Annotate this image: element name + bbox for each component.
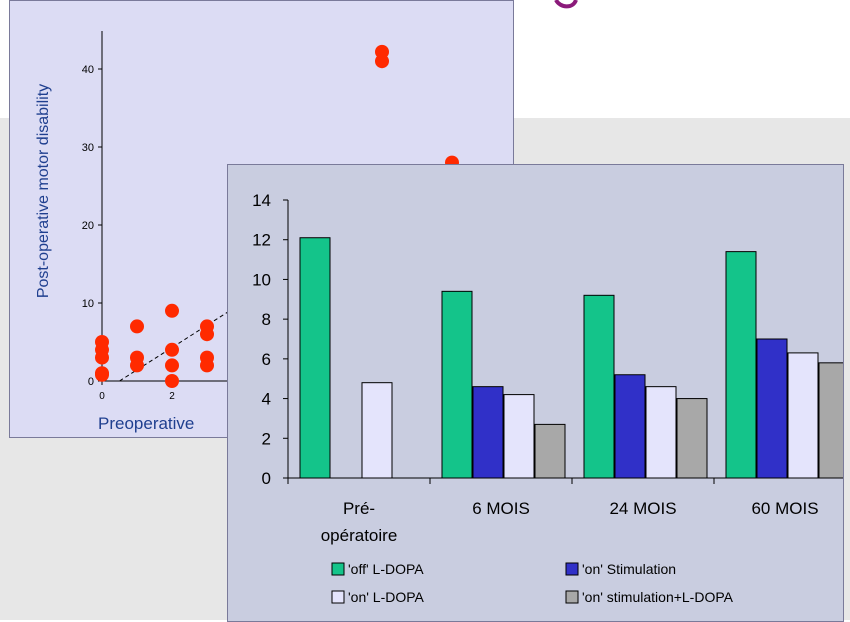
scatter-x-axis-label: Preoperative [98, 414, 194, 433]
bar-y-tick-label: 12 [252, 231, 271, 250]
bar-off-ldopa [441, 290, 473, 479]
bar-y-tick-label: 4 [262, 390, 271, 409]
bar-on-stimulation [756, 338, 788, 479]
bar-on-ldopa [361, 382, 393, 479]
bar-category-label: 60 MOIS [751, 499, 818, 518]
legend-swatch [565, 590, 579, 604]
bar-on-stim-ldopa [534, 423, 566, 479]
bar-y-tick-label: 10 [252, 270, 271, 289]
scatter-point [200, 327, 214, 342]
scatter-y-tick-label: 0 [88, 376, 94, 388]
legend-swatch [565, 562, 579, 576]
scatter-point [375, 54, 389, 69]
bar-on-ldopa [645, 386, 677, 479]
scatter-point [165, 358, 179, 373]
bar-y-tick-label: 6 [262, 350, 271, 369]
scatter-y-axis-label: Post-operative motor disability [35, 84, 52, 298]
bar-off-ldopa [583, 294, 615, 479]
scatter-y-tick-label: 20 [82, 220, 94, 232]
bar-on-stim-ldopa [818, 362, 843, 479]
bar-category-label: opératoire [321, 526, 398, 545]
scatter-point [130, 358, 144, 373]
scatter-point [95, 367, 109, 382]
bar-category-label: Pré- [343, 499, 375, 518]
legend-label: 'on' L-DOPA [348, 589, 425, 605]
scatter-y-tick-label: 10 [82, 298, 94, 310]
bar-on-stimulation [614, 374, 646, 479]
bar-on-ldopa [787, 352, 819, 479]
bar-category-label: 6 MOIS [472, 499, 530, 518]
legend-label: 'on' stimulation+L-DOPA [582, 589, 734, 605]
scatter-point [165, 374, 179, 388]
legend-swatch [331, 590, 345, 604]
bar-y-tick-label: 8 [262, 310, 271, 329]
scatter-y-tick-label: 30 [82, 142, 94, 154]
title-fragment-glyph [554, 0, 578, 9]
legend-swatch [331, 562, 345, 576]
scatter-point [165, 342, 179, 357]
bar-off-ldopa [299, 237, 331, 479]
bar-off-ldopa [725, 251, 757, 479]
scatter-y-tick-label: 40 [82, 64, 94, 76]
legend-label: 'off' L-DOPA [348, 561, 424, 577]
scatter-point [95, 350, 109, 365]
bar-chart: 0 2 4 6 8 10 12 14 Pré-opératoire 6 MOIS 24 MOIS 60… [252, 191, 843, 605]
bar-on-stimulation [472, 386, 504, 479]
bar-on-ldopa [503, 394, 535, 479]
scatter-x-tick-label: 2 [169, 391, 175, 402]
scatter-point [200, 358, 214, 373]
legend-label: 'on' Stimulation [582, 561, 676, 577]
scatter-point [130, 319, 144, 334]
scatter-x-tick-label: 0 [99, 391, 105, 402]
bar-on-stim-ldopa [676, 398, 708, 479]
bar-y-tick-label: 0 [262, 469, 271, 488]
bar-category-label: 24 MOIS [609, 499, 676, 518]
scatter-point [165, 303, 179, 318]
bar-y-tick-label: 2 [262, 429, 271, 448]
bar-panel: 0 2 4 6 8 10 12 14 Pré-opératoire 6 MOIS 24 MOIS 60… [227, 164, 844, 622]
bar-y-tick-label: 14 [252, 191, 271, 210]
